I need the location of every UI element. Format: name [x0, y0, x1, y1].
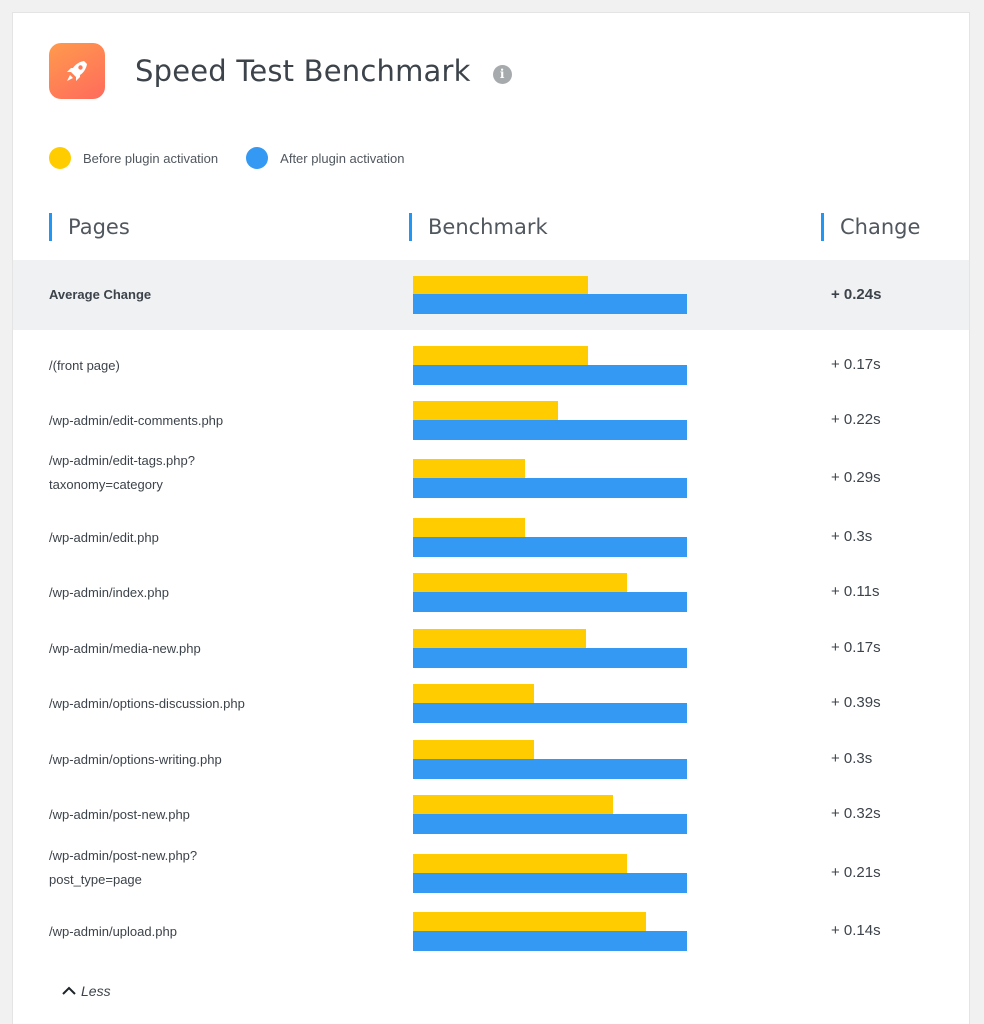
after-bar: [413, 931, 687, 951]
average-after-bar: [413, 294, 687, 314]
before-bar: [413, 795, 613, 815]
table-row: /wp-admin/edit-tags.php? taxonomy=catego…: [13, 453, 969, 499]
change-value: + 0.29s: [831, 469, 881, 486]
legend-item-before: Before plugin activation: [49, 147, 218, 169]
after-bar: [413, 873, 687, 893]
before-bar: [413, 346, 588, 366]
before-bar: [413, 573, 627, 593]
info-icon[interactable]: i: [492, 64, 512, 84]
before-bar: [413, 459, 525, 479]
table-row: /wp-admin/post-new.php + 0.32s: [13, 795, 969, 835]
less-toggle[interactable]: Less: [61, 983, 111, 999]
change-value: + 0.17s: [831, 356, 881, 373]
page-title: Speed Test Benchmark: [135, 54, 471, 88]
chevron-up-icon: [62, 986, 76, 995]
after-bar: [413, 592, 687, 612]
change-value: + 0.21s: [831, 864, 881, 881]
table-row: /(front page) + 0.17s: [13, 346, 969, 386]
legend-label-before: Before plugin activation: [83, 150, 219, 166]
table-row: /wp-admin/edit.php + 0.3s: [13, 518, 969, 558]
page-path: /wp-admin/options-writing.php: [49, 752, 222, 767]
page-path: /wp-admin/edit.php: [49, 530, 159, 545]
rocket-icon: [49, 43, 105, 99]
after-bar: [413, 759, 687, 779]
before-bar: [413, 401, 558, 421]
table-row: /wp-admin/options-writing.php + 0.3s: [13, 740, 969, 780]
before-dot-icon: [49, 147, 71, 169]
before-bar: [413, 912, 646, 932]
after-bar: [413, 814, 687, 834]
page-path: /wp-admin/edit-comments.php: [49, 413, 224, 428]
column-header-pages: Pages: [49, 213, 130, 241]
after-bar: [413, 420, 687, 440]
average-before-bar: [413, 276, 588, 296]
after-bar: [413, 537, 687, 557]
change-value: + 0.17s: [831, 639, 881, 656]
change-value: + 0.3s: [831, 750, 873, 767]
legend-label-after: After plugin activation: [280, 150, 405, 166]
legend-item-after: After plugin activation: [246, 147, 404, 169]
page-path: /wp-admin/index.php: [49, 585, 169, 600]
change-value: + 0.14s: [831, 922, 881, 939]
column-header-benchmark: Benchmark: [409, 213, 548, 241]
change-value: + 0.11s: [831, 583, 880, 600]
after-bar: [413, 703, 687, 723]
table-row: /wp-admin/media-new.php + 0.17s: [13, 629, 969, 669]
after-bar: [413, 365, 687, 385]
header: Speed Test Benchmark i: [49, 43, 512, 99]
page-path: /wp-admin/post-new.php: [49, 807, 190, 822]
before-bar: [413, 854, 627, 874]
column-header-change: Change: [821, 213, 920, 241]
less-label: Less: [81, 983, 111, 999]
page-path: /wp-admin/post-new.php? post_type=page: [49, 848, 198, 887]
change-value: + 0.32s: [831, 805, 881, 822]
table-row: /wp-admin/index.php + 0.11s: [13, 573, 969, 613]
before-bar: [413, 740, 534, 760]
change-value: + 0.39s: [831, 694, 881, 711]
page-path: /wp-admin/upload.php: [49, 924, 177, 939]
change-value: + 0.3s: [831, 528, 873, 545]
after-bar: [413, 478, 687, 498]
before-bar: [413, 684, 534, 704]
page-path: /wp-admin/edit-tags.php? taxonomy=catego…: [49, 453, 195, 492]
speed-test-card: Speed Test Benchmark i Before plugin act…: [12, 12, 970, 1024]
after-bar: [413, 648, 687, 668]
page-path: /wp-admin/media-new.php: [49, 641, 201, 656]
table-row: /wp-admin/post-new.php? post_type=page + …: [13, 848, 969, 894]
before-bar: [413, 629, 586, 649]
table-row: /wp-admin/edit-comments.php + 0.22s: [13, 401, 969, 441]
average-row: Average Change + 0.24s: [13, 260, 969, 330]
average-change: + 0.24s: [831, 286, 882, 303]
page-path: /(front page): [49, 358, 120, 373]
legend: Before plugin activation After plugin ac…: [49, 147, 432, 169]
page-path: /wp-admin/options-discussion.php: [49, 696, 245, 711]
after-dot-icon: [246, 147, 269, 169]
before-bar: [413, 518, 525, 538]
table-row: /wp-admin/options-discussion.php + 0.39s: [13, 684, 969, 724]
change-value: + 0.22s: [831, 411, 881, 428]
average-label: Average Change: [49, 287, 152, 302]
table-row: /wp-admin/upload.php + 0.14s: [13, 912, 969, 952]
